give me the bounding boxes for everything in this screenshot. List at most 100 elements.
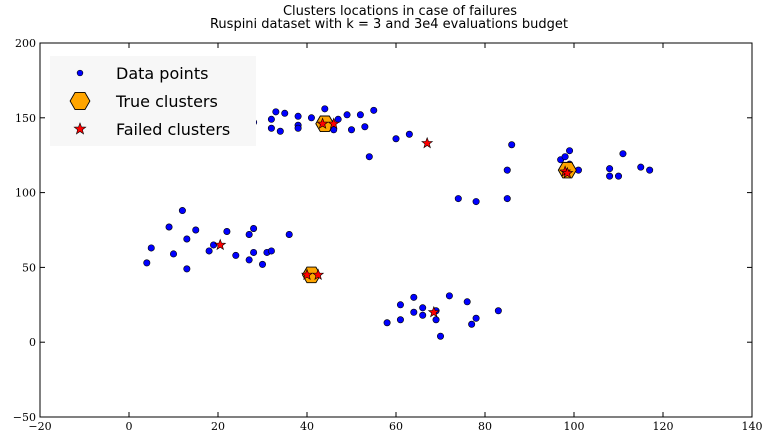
data-point: [294, 112, 302, 120]
y-tick-label: 100: [15, 187, 36, 200]
y-tick-label: 0: [29, 336, 36, 349]
failed-cluster-marker: [300, 268, 314, 281]
data-point: [285, 230, 293, 238]
data-point: [276, 127, 284, 135]
data-point: [463, 298, 471, 306]
data-point: [410, 308, 418, 316]
data-point: [410, 293, 418, 301]
data-point: [392, 135, 400, 143]
legend-label: Data points: [116, 64, 208, 83]
data-point: [365, 153, 373, 161]
legend-label: True clusters: [115, 92, 218, 111]
series-circle: [143, 105, 654, 340]
data-point: [334, 115, 342, 123]
data-point: [250, 225, 258, 233]
x-tick-label: 120: [653, 420, 674, 433]
data-point: [321, 105, 329, 113]
data-point: [294, 124, 302, 132]
data-point: [646, 166, 654, 174]
data-point: [361, 123, 369, 131]
data-point: [606, 165, 614, 173]
data-point: [183, 265, 191, 273]
data-point: [405, 130, 413, 138]
legend-entry: Data points: [76, 64, 208, 83]
data-point: [232, 251, 240, 259]
data-point: [356, 111, 364, 119]
data-point: [267, 124, 275, 132]
data-point: [281, 109, 289, 117]
data-point: [396, 316, 404, 324]
data-point: [210, 241, 218, 249]
failed-cluster-marker: [214, 238, 227, 251]
data-point: [245, 230, 253, 238]
data-point: [614, 172, 622, 180]
data-point: [432, 316, 440, 324]
x-tick-label: 140: [742, 420, 763, 433]
x-tick-label: 80: [478, 420, 492, 433]
y-tick-label: 200: [15, 37, 36, 50]
series-hexagon: [301, 115, 577, 284]
data-point: [472, 314, 480, 322]
data-point: [396, 301, 404, 309]
data-point: [508, 141, 516, 149]
data-point: [472, 198, 480, 206]
legend: Data points True clusters Failed clusters: [50, 56, 256, 146]
data-point: [272, 108, 280, 116]
data-point: [637, 163, 645, 171]
data-point: [436, 332, 444, 340]
failed-cluster-marker: [427, 305, 440, 318]
failed-cluster-marker: [421, 136, 434, 149]
legend-label: Failed clusters: [116, 120, 230, 139]
data-point: [147, 244, 155, 252]
data-point: [205, 247, 213, 255]
data-point: [383, 319, 391, 327]
legend-marker: [69, 91, 91, 111]
series-star: [214, 117, 574, 318]
failed-cluster-marker: [312, 268, 325, 281]
data-point: [606, 172, 614, 180]
data-point: [445, 292, 453, 300]
data-point: [258, 260, 266, 268]
data-point: [566, 147, 574, 155]
data-point: [343, 111, 351, 119]
data-point: [347, 126, 355, 134]
legend-marker: [73, 122, 87, 135]
chart-title: Clusters locations in case of failures: [283, 4, 517, 19]
data-point: [267, 115, 275, 123]
legend-entry: True clusters: [69, 91, 218, 111]
data-point: [619, 150, 627, 158]
x-tick-label: 100: [564, 420, 585, 433]
data-point: [370, 106, 378, 114]
data-point: [503, 195, 511, 203]
data-point: [503, 166, 511, 174]
failed-cluster-marker: [316, 117, 329, 129]
x-tick-label: 0: [126, 420, 133, 433]
data-point: [267, 247, 275, 255]
legend-entry: Failed clusters: [73, 120, 230, 139]
failed-cluster-marker: [561, 166, 574, 179]
data-point: [170, 250, 178, 258]
x-tick-label: 20: [211, 420, 225, 433]
failed-cluster-marker: [327, 117, 340, 129]
chart-subtitle: Ruspini dataset with k = 3 and 3e4 evalu…: [210, 17, 568, 32]
y-tick-label: 150: [15, 112, 36, 125]
data-point: [165, 223, 173, 231]
data-point: [494, 307, 502, 315]
data-point: [178, 207, 186, 215]
data-point: [307, 114, 315, 122]
data-point: [419, 311, 427, 319]
plot-area: [143, 105, 654, 340]
data-point: [183, 235, 191, 243]
y-tick-label: −50: [13, 411, 36, 424]
legend-marker: [76, 69, 84, 77]
data-point: [192, 226, 200, 234]
data-point: [250, 248, 258, 256]
y-tick-label: 50: [22, 261, 36, 274]
data-point: [454, 195, 462, 203]
x-tick-label: 40: [300, 420, 314, 433]
x-tick-label: 60: [389, 420, 403, 433]
axes: −20 0 20 40 60 80 100 120 140 −50 0 50 100 150 200: [13, 37, 763, 433]
data-point: [143, 259, 151, 267]
data-point: [468, 320, 476, 328]
